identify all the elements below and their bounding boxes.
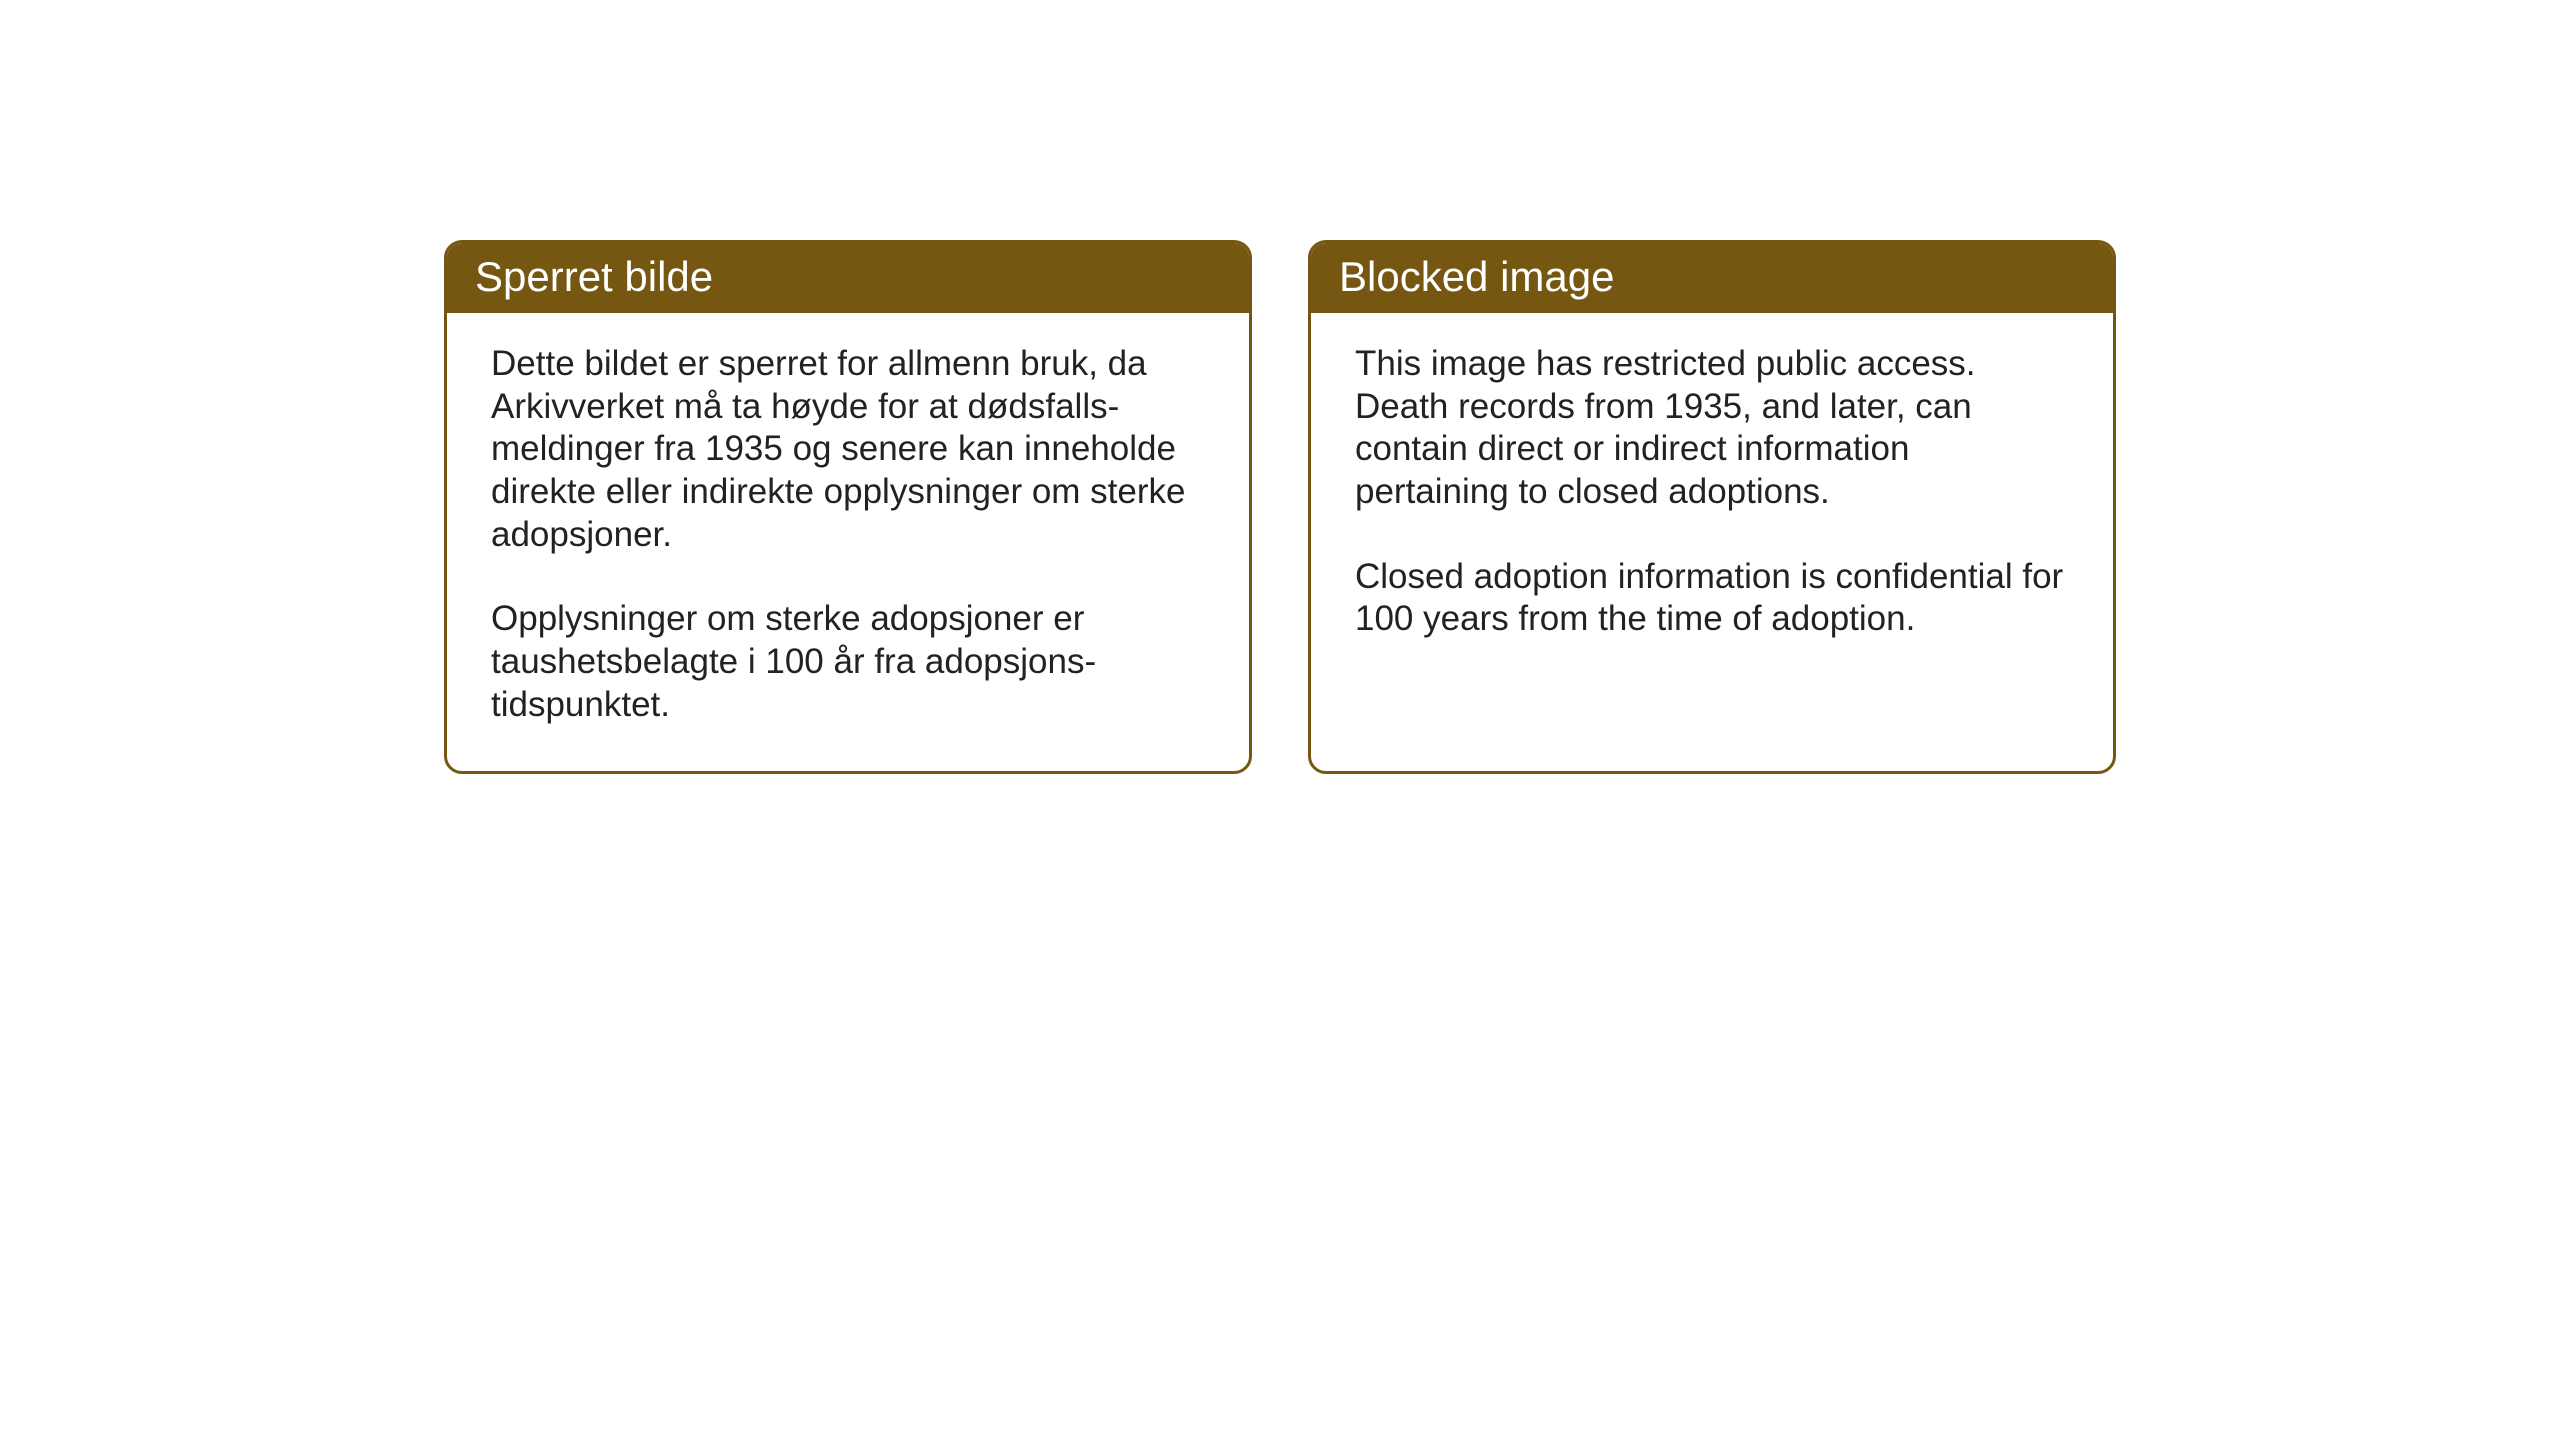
norwegian-notice-card: Sperret bilde Dette bildet er sperret fo… [444,240,1252,774]
norwegian-card-title: Sperret bilde [447,243,1249,313]
english-card-body: This image has restricted public access.… [1311,313,2113,753]
english-paragraph-2: Closed adoption information is confident… [1355,556,2069,641]
notice-container: Sperret bilde Dette bildet er sperret fo… [444,240,2116,774]
english-paragraph-1: This image has restricted public access.… [1355,343,2069,514]
english-notice-card: Blocked image This image has restricted … [1308,240,2116,774]
norwegian-card-body: Dette bildet er sperret for allmenn bruk… [447,313,1249,771]
english-card-title: Blocked image [1311,243,2113,313]
norwegian-paragraph-2: Opplysninger om sterke adopsjoner er tau… [491,598,1205,726]
norwegian-paragraph-1: Dette bildet er sperret for allmenn bruk… [491,343,1205,556]
